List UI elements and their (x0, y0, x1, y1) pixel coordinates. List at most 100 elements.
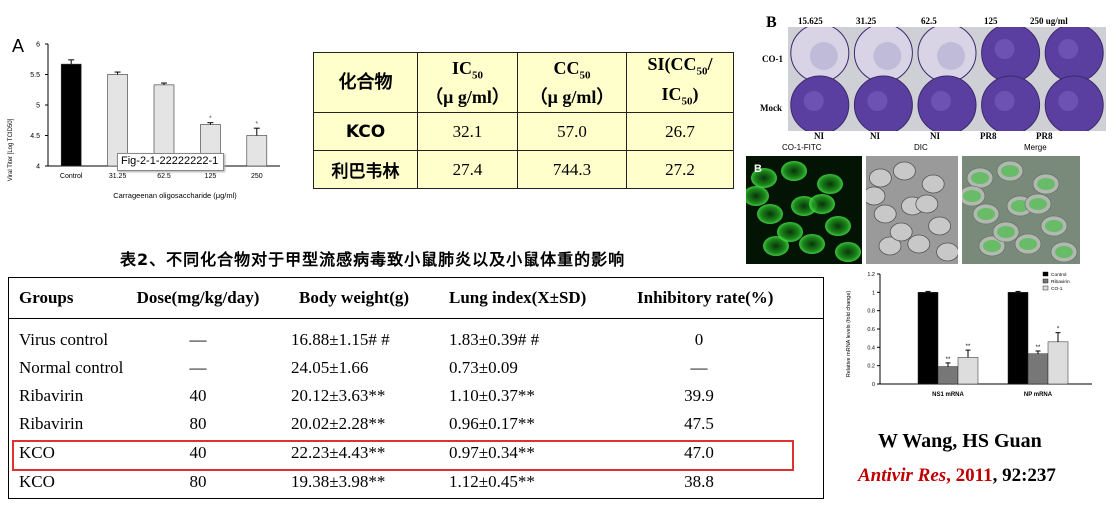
citation-journal: Antivir Res (858, 465, 947, 486)
t2-dose: — (189, 358, 207, 377)
well-label: PR8 (980, 131, 997, 141)
t2-inhibitory-rate: — (690, 358, 708, 377)
cell (866, 186, 886, 206)
significance-mark: ** (946, 357, 951, 363)
t2-body-weight: 24.05±1.66 (291, 358, 369, 377)
significance-mark: ** (1036, 345, 1041, 351)
chart-a-y-label: Viral Titer [Log TCID50] (8, 118, 14, 181)
panel-a-letter: A (12, 36, 24, 56)
cell (936, 242, 958, 262)
row-label-mock: Mock (760, 103, 782, 113)
well-label: PR8 (1036, 131, 1053, 141)
cell (751, 168, 777, 188)
viral-titer-chart: A 4 4.5 5 5.5 6 Control 31.25 62.5 * 125 * 250 Vira… (8, 36, 280, 200)
t2-group: KCO (19, 472, 55, 491)
legend-swatch (1042, 278, 1049, 284)
cell-signal (1011, 200, 1029, 212)
well-stain (994, 91, 1015, 111)
well-label: NI (814, 131, 825, 141)
legend-label: Control (1051, 272, 1066, 278)
header-cc50: CC50 （μ g/ml） (517, 51, 627, 114)
table2: Groups Dose(mg/kg/day) Body weight(g) Lu… (8, 277, 824, 499)
cell (763, 236, 789, 256)
chart-a-x-label: Carrageenan oligosaccharide (μg/ml) (113, 191, 237, 200)
cell (889, 222, 913, 242)
well-stain (803, 91, 824, 111)
header-compound: 化合物 (313, 51, 418, 114)
t2-lung-index: 0.73±0.09 (449, 358, 518, 377)
well-stain (931, 91, 951, 111)
cell (799, 234, 825, 254)
cell (777, 222, 803, 242)
t2-lung-index: 1.12±0.45** (449, 472, 535, 491)
t2-dose: 40 (189, 386, 207, 405)
plate-assay-panel: B 15.625 31.25 62.5 125 250 ug/ml CO-1 M… (746, 10, 1118, 145)
merge-label: Merge (1024, 143, 1047, 152)
t2-body-weight: 16.88±1.15# # (291, 330, 390, 349)
well-label: NI (870, 131, 881, 141)
well-stain (937, 42, 965, 70)
cell (817, 174, 843, 194)
si-value: 27.2 (626, 150, 734, 190)
y-tick-label: 4 (36, 164, 40, 171)
y-tick-label: 0.6 (867, 327, 875, 333)
dic-label: DIC (914, 143, 928, 152)
t2-header-body-weight: Body weight(g) (299, 288, 410, 307)
header-ic50: IC50 （μ g/ml） (417, 51, 518, 114)
bar (60, 63, 82, 167)
significance-mark: * (255, 121, 258, 128)
cell (873, 204, 897, 224)
figure-tooltip: Fig-2-1-22222222-1 (117, 153, 224, 171)
t2-lung-index: 0.96±0.17** (449, 414, 535, 433)
conc-label: 15.625 (798, 16, 823, 26)
si-value: 26.7 (626, 112, 734, 152)
fitc-micrograph: B (746, 156, 862, 264)
table2-title: 表2、不同化合物对于甲型流感病毒致小鼠肺炎以及小鼠体重的影响 (120, 250, 626, 269)
ic50-table: 化合物 IC50 （μ g/ml） CC50 （μ g/ml） SI(CC50/… (313, 51, 734, 190)
cell-signal (971, 172, 989, 184)
x-tick-label: NP mRNA (1024, 392, 1053, 398)
kco-40-highlight (12, 440, 794, 471)
ic50-value: 32.1 (417, 112, 518, 152)
legend-label: CO-1 (1051, 286, 1063, 292)
y-tick-label: 1.2 (867, 272, 875, 278)
y-tick-label: 0.2 (867, 364, 875, 370)
citation-volume: 92:237 (1002, 465, 1056, 486)
cell-signal (1037, 178, 1055, 190)
cell-signal (997, 226, 1015, 238)
fluor-panel-letter: B (754, 163, 762, 175)
dic-micrograph (866, 156, 958, 264)
t2-header-divider (9, 318, 823, 319)
well-plate-image (788, 27, 1106, 131)
t2-header-dose: Dose(mg/kg/day) (136, 288, 260, 307)
conc-label: 250 ug/ml (1030, 16, 1068, 26)
compound-name: 利巴韦林 (313, 150, 418, 190)
significance-mark: ** (966, 344, 971, 350)
t2-header-groups: Groups (19, 288, 74, 307)
bar (957, 357, 979, 385)
well-stain (994, 39, 1015, 59)
legend-swatch (1042, 285, 1049, 291)
citation-year: 2011 (955, 465, 993, 486)
bar (1007, 292, 1029, 385)
t2-inhibitory-rate: 38.8 (684, 472, 714, 491)
cell-signal (1029, 198, 1047, 210)
ic50-value: 27.4 (417, 150, 518, 190)
significance-mark: * (209, 116, 212, 123)
t2-inhibitory-rate: 47.0 (684, 443, 714, 462)
legend-swatch (1042, 271, 1049, 277)
t2-dose: 40 (189, 443, 207, 462)
cell (915, 194, 939, 214)
t2-group: Ribavirin (19, 414, 84, 433)
cell (921, 174, 945, 194)
y-tick-label: 5.5 (30, 72, 40, 79)
y-tick-label: 0 (872, 382, 875, 388)
cell-signal (983, 240, 1001, 252)
t2-inhibitory-rate: 0 (694, 330, 704, 349)
well-stain (809, 42, 838, 70)
table-row: 利巴韦林 27.4 744.3 27.2 (313, 150, 734, 190)
t2-dose: — (189, 330, 207, 349)
t2-body-weight: 19.38±3.98** (291, 472, 386, 491)
citation-authors: W Wang, HS Guan (878, 430, 1042, 452)
cell-signal (1055, 246, 1073, 258)
